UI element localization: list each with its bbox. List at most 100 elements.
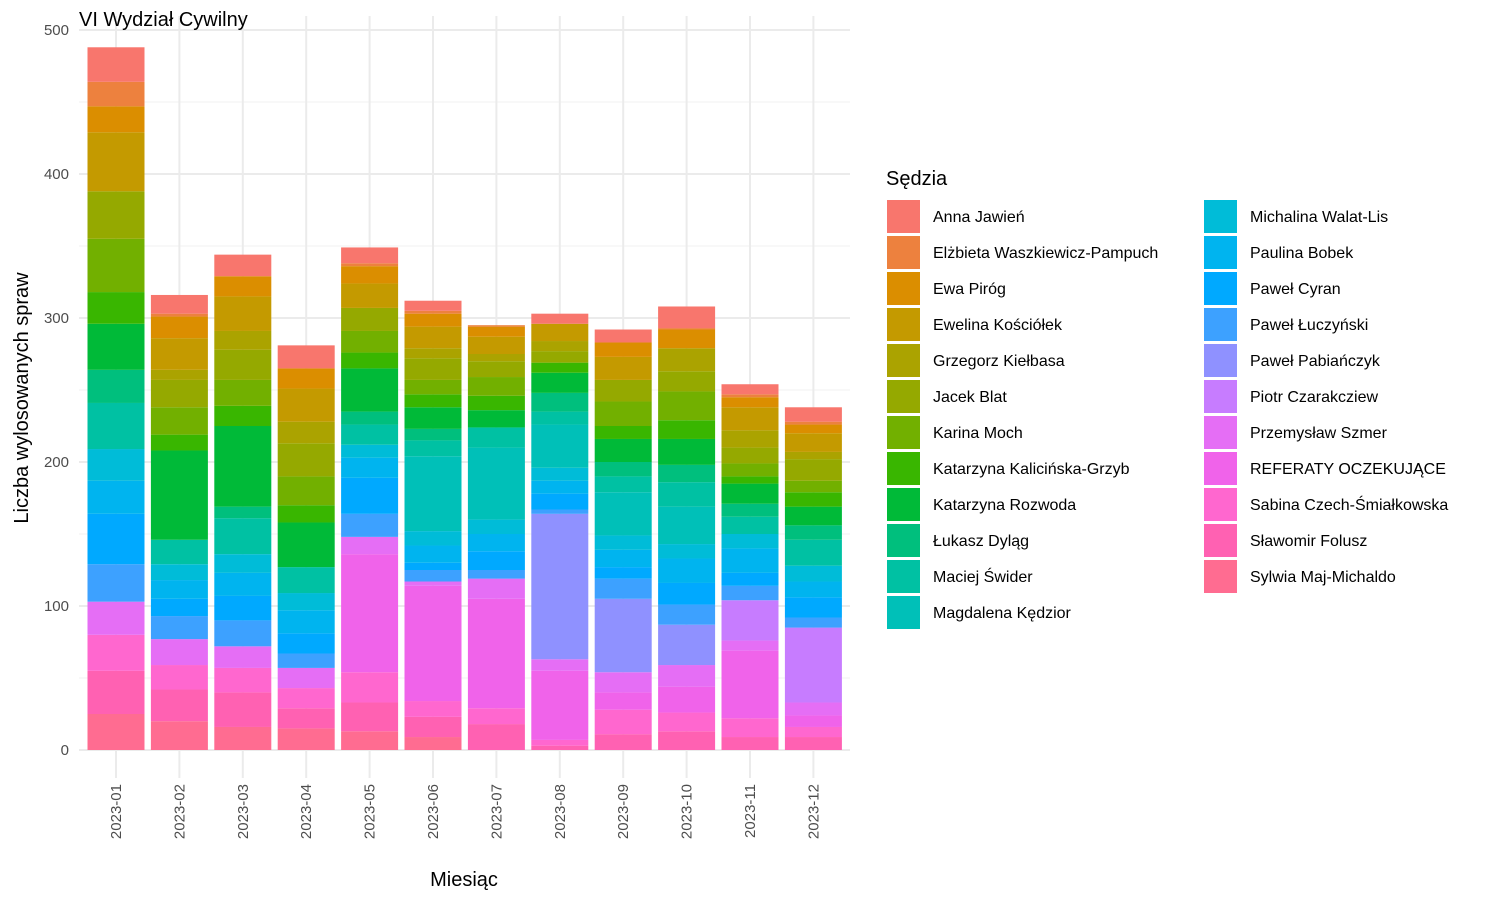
bar-segment xyxy=(721,572,779,586)
bar-segment xyxy=(341,477,399,514)
legend-label: Grzegorz Kiełbasa xyxy=(933,353,1065,370)
bar-segment xyxy=(404,348,462,359)
bar-segment xyxy=(467,361,525,378)
bar-segment xyxy=(87,634,145,671)
bar-segment xyxy=(341,731,399,750)
legend-swatch xyxy=(887,488,920,521)
bar-segment xyxy=(594,356,652,380)
bar-segment xyxy=(341,513,399,537)
bar-segment xyxy=(87,564,145,602)
bar-segment xyxy=(404,701,462,717)
legend-swatch xyxy=(887,344,920,377)
legend-label: Maciej Świder xyxy=(933,567,1033,586)
bar-segment xyxy=(594,578,652,599)
bar-segment xyxy=(277,728,335,750)
bar-segment xyxy=(467,336,525,354)
bar-segment xyxy=(594,329,652,343)
bar-segment xyxy=(277,368,335,389)
bar-segment xyxy=(341,444,399,458)
bar-segment xyxy=(87,369,145,403)
bar-segment xyxy=(87,480,145,514)
bar-segment xyxy=(594,692,652,710)
bar-segment xyxy=(277,522,335,568)
bar-segment xyxy=(721,447,779,464)
bar-segment xyxy=(467,447,525,520)
legend-title: Sędzia xyxy=(886,168,948,190)
bar-segment xyxy=(467,534,525,552)
bar-segment xyxy=(594,598,652,673)
x-tick-label: 2023-05 xyxy=(362,784,379,839)
bar-segment xyxy=(150,665,208,690)
bar-segment xyxy=(467,326,525,337)
bar-segment xyxy=(150,313,208,317)
legend-swatch xyxy=(1204,380,1237,413)
bar-segment xyxy=(150,616,208,640)
bar-segment xyxy=(658,391,716,421)
legend-label: Ewa Piróg xyxy=(933,281,1006,298)
bar-segment xyxy=(404,300,462,311)
bar-segment xyxy=(658,686,716,713)
bar-segment xyxy=(341,247,399,264)
bar-segment xyxy=(658,604,716,625)
legend-swatch xyxy=(1204,416,1237,449)
bar-segment xyxy=(658,665,716,687)
bar-segment xyxy=(214,620,272,647)
bar-segment xyxy=(404,716,462,738)
bar-segment xyxy=(594,426,652,439)
bar-segment xyxy=(594,476,652,493)
bar-segment xyxy=(784,407,842,422)
legend-label: Paweł Pabiańczyk xyxy=(1250,353,1381,370)
legend-label: Sławomir Folusz xyxy=(1250,533,1367,550)
bar-segment xyxy=(341,411,399,425)
bar-segment xyxy=(784,702,842,716)
bar-segment xyxy=(150,434,208,451)
bar-segment xyxy=(214,405,272,426)
legend-label: Przemysław Szmer xyxy=(1250,425,1388,442)
bar-segment xyxy=(531,670,589,740)
bar-segment xyxy=(658,464,716,483)
bar-segment xyxy=(784,617,842,628)
bar-segment xyxy=(150,294,208,314)
bar-segment xyxy=(721,718,779,738)
bar-segment xyxy=(658,306,716,329)
legend-label: Michalina Walat-Lis xyxy=(1250,209,1388,226)
legend-label: Ewelina Kościółek xyxy=(933,317,1063,334)
bar-segment xyxy=(721,430,779,448)
bar-segment xyxy=(404,310,462,314)
bar-segment xyxy=(784,539,842,566)
bar-segment xyxy=(531,424,589,468)
legend-label: Paweł Łuczyński xyxy=(1250,317,1368,334)
bar-segment xyxy=(341,424,399,445)
legend-swatch xyxy=(1204,488,1237,521)
legend-swatch xyxy=(887,272,920,305)
y-tick-label: 100 xyxy=(44,598,69,615)
bar-segment xyxy=(784,525,842,540)
x-axis-ticks: 2023-01 2023-02 2023-03 2023-04 2023-05 2023-… xyxy=(108,784,822,839)
bar-segment xyxy=(784,715,842,727)
bar-segment xyxy=(467,551,525,570)
bar-segment xyxy=(404,570,462,582)
bar-segment xyxy=(87,402,145,450)
bar-segment xyxy=(150,721,208,750)
bar-segment xyxy=(721,394,779,398)
x-tick-label: 2023-11 xyxy=(742,784,759,838)
bar-segment xyxy=(214,554,272,573)
bar-segment xyxy=(721,650,779,719)
bar-segment xyxy=(594,401,652,426)
x-tick-label: 2023-01 xyxy=(108,784,125,839)
legend-label: Sylwia Maj-Michaldo xyxy=(1250,569,1396,586)
bar-segment xyxy=(404,456,462,532)
legend-swatch xyxy=(1204,236,1237,269)
legend-swatch xyxy=(887,452,920,485)
x-tick-label: 2023-10 xyxy=(679,784,696,839)
bar-segment xyxy=(214,692,272,727)
bar-segment xyxy=(721,516,779,534)
legend-swatch xyxy=(1204,200,1237,233)
y-tick-label: 200 xyxy=(44,454,69,471)
legend-label: Katarzyna Kalicińska-Grzyb xyxy=(933,461,1130,478)
bar-segment xyxy=(87,191,145,239)
bar-segment xyxy=(404,585,462,702)
bar-segment xyxy=(467,708,525,725)
bar-segment xyxy=(784,565,842,582)
bar-segment xyxy=(721,640,779,651)
